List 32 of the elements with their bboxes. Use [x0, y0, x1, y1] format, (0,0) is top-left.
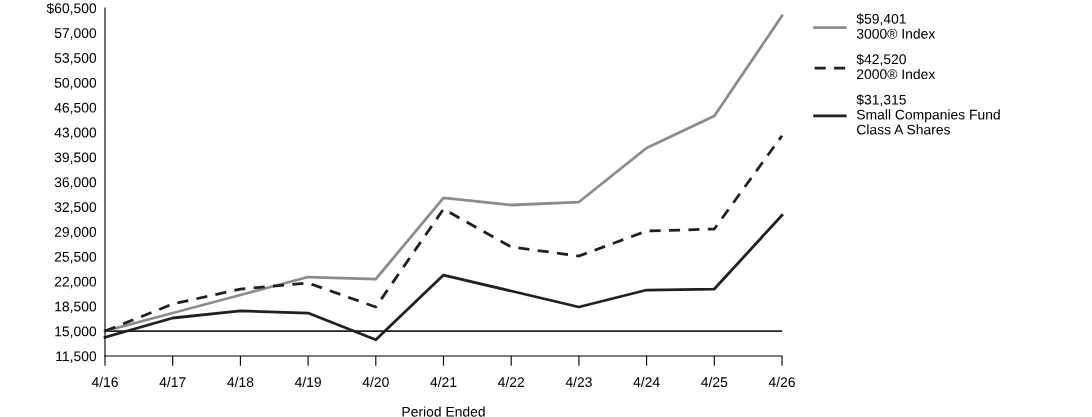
x-tick-label: 4/25: [701, 376, 728, 388]
y-tick-label: 18,500: [55, 301, 97, 314]
line-series: [103, 213, 784, 342]
y-tick-label: 15,000: [55, 326, 97, 338]
y-tick-label: 32,500: [54, 202, 97, 214]
y-tick-label: 29,000: [54, 227, 97, 239]
x-tick-label: 4/20: [362, 376, 389, 388]
y-tick-label: 36,000: [54, 177, 97, 189]
y-tick-label: 53,500: [54, 53, 97, 65]
y-tick-label: 39,500: [54, 152, 97, 164]
y-tick-label: $60,500: [46, 2, 97, 15]
x-tick-label: 4/21: [430, 376, 457, 388]
line-series: [103, 14, 784, 333]
x-axis-title: Period Ended: [402, 406, 485, 417]
x-tick-label: 4/18: [227, 376, 254, 388]
x-tick-label: 4/23: [565, 376, 592, 388]
x-tick-label: 4/16: [91, 376, 118, 388]
y-tick-label: 50,000: [54, 77, 97, 90]
y-tick-label: 46,500: [54, 102, 97, 115]
x-tick-label: 4/26: [768, 376, 795, 388]
x-tick-label: 4/17: [159, 376, 186, 388]
y-tick-label: 43,000: [54, 127, 97, 140]
y-tick-label: 57,000: [54, 28, 97, 40]
y-tick-label: 11,500: [56, 351, 97, 363]
x-tick-label: 4/24: [633, 376, 660, 388]
y-tick-label: 25,500: [54, 251, 97, 264]
legend-label: $59,401 3000® Index: [856, 13, 936, 39]
legend-label: $42,520 2000® Index: [856, 53, 936, 80]
legend-label: $31,315 Small Companies Fund Class A Shares: [856, 94, 1000, 135]
x-tick-label: 4/19: [294, 376, 321, 388]
x-tick-label: 4/22: [498, 376, 525, 388]
y-tick-label: 22,000: [54, 276, 97, 289]
